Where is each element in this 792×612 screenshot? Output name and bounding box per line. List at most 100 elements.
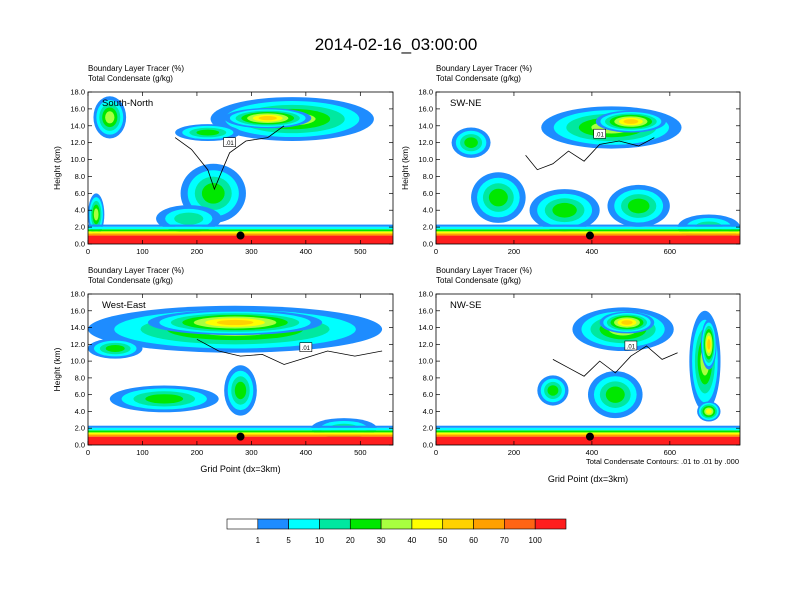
blob-6-band-4 <box>93 208 99 221</box>
panel-label-tracer: Boundary Layer Tracer (%) <box>88 64 184 73</box>
contour-label: .01 <box>225 141 234 147</box>
boundary-layer-band-0 <box>436 235 740 244</box>
boundary-layer-band-3 <box>436 229 740 232</box>
blob-3-band-3 <box>488 188 508 207</box>
x-tick-label: 600 <box>664 448 677 457</box>
boundary-layer-band-4 <box>88 427 393 431</box>
panel-label-tracer: Boundary Layer Tracer (%) <box>436 64 532 73</box>
panel-2: .01 0.0 2.0 4.0 6.0 8.0 10.0 12.0 14.0 16.0 18.0 0 1… <box>52 266 394 474</box>
y-tick-label: 18.0 <box>418 290 433 299</box>
panel-name: SW-NE <box>450 98 482 109</box>
y-tick-label: 16.0 <box>70 306 85 315</box>
x-tick-label: 300 <box>245 448 258 457</box>
panel-name: West-East <box>102 300 146 311</box>
panel-label-condensate: Total Condensate (g/kg) <box>88 276 173 285</box>
tracer-field: .01 <box>88 305 393 445</box>
panel-label-condensate: Total Condensate (g/kg) <box>436 74 521 83</box>
colorbar: 1 5 10 20 30 40 50 60 70 100 <box>226 518 567 545</box>
y-axis-label: Height (km) <box>400 146 410 190</box>
x-tick-label: 300 <box>245 247 258 256</box>
colorbar-label: 40 <box>407 536 416 545</box>
panel-name: South-North <box>102 98 153 109</box>
blob-1-band-6 <box>623 119 639 124</box>
y-tick-label: 6.0 <box>423 390 433 399</box>
colorbar-swatch-10 <box>534 518 567 530</box>
y-tick-label: 8.0 <box>423 373 433 382</box>
y-tick-label: 18.0 <box>418 88 433 97</box>
x-tick-label: 100 <box>136 247 149 256</box>
panels: .01 0.0 2.0 4.0 6.0 8.0 10.0 12.0 14.0 16.0 18.0 0 1… <box>52 64 741 484</box>
blob-6-band-5 <box>705 409 712 414</box>
blob-4-band-3 <box>201 183 225 204</box>
boundary-layer-band-0 <box>436 436 740 445</box>
location-marker <box>585 432 594 441</box>
location-marker <box>585 231 594 240</box>
colorbar-label: 30 <box>377 536 386 545</box>
boundary-layer-band-4 <box>88 226 393 230</box>
y-tick-label: 10.0 <box>418 155 433 164</box>
y-tick-label: 16.0 <box>418 104 433 113</box>
tracer-field: .01 <box>88 96 393 244</box>
colorbar-swatch-8 <box>473 518 505 530</box>
blob-2-band-3 <box>105 345 125 353</box>
blob-1-band-6 <box>216 319 254 326</box>
y-tick-label: 14.0 <box>70 121 85 130</box>
y-tick-label: 4.0 <box>423 407 433 416</box>
condensate-contour <box>525 137 655 171</box>
boundary-layer-band-3 <box>88 430 393 433</box>
blob-1-band-6 <box>621 320 633 325</box>
boundary-layer-band-5 <box>436 425 740 428</box>
x-tick-label: 400 <box>586 247 599 256</box>
blob-4-band-3 <box>552 202 577 218</box>
x-tick-label: 200 <box>191 448 204 457</box>
y-tick-label: 8.0 <box>423 172 433 181</box>
y-tick-label: 0.0 <box>75 240 85 249</box>
panel-name: NW-SE <box>450 300 482 311</box>
y-tick-label: 14.0 <box>70 323 85 332</box>
y-tick-label: 16.0 <box>418 306 433 315</box>
y-tick-label: 18.0 <box>70 88 85 97</box>
colorbar-swatch-1 <box>257 518 289 530</box>
blob-5-band-3 <box>547 385 559 396</box>
tracer-field: .01 <box>436 307 740 445</box>
figure-title: 2014-02-16_03:00:00 <box>315 35 478 54</box>
y-tick-label: 12.0 <box>418 340 433 349</box>
y-tick-label: 2.0 <box>75 424 85 433</box>
y-tick-label: 6.0 <box>75 390 85 399</box>
panel-0: .01 0.0 2.0 4.0 6.0 8.0 10.0 12.0 14.0 16.0 18.0 0 1… <box>52 64 394 256</box>
x-tick-label: 0 <box>86 247 90 256</box>
condensate-contour <box>196 338 383 365</box>
blob-3-band-4 <box>105 111 115 124</box>
colorbar-swatch-3 <box>319 518 351 530</box>
colorbar-swatch-5 <box>380 518 413 530</box>
x-tick-label: 400 <box>300 247 313 256</box>
colorbar-swatch-9 <box>504 518 536 530</box>
plot-frame <box>435 293 741 446</box>
y-tick-label: 14.0 <box>418 323 433 332</box>
contour-label: .01 <box>302 346 311 352</box>
x-tick-label: 400 <box>300 448 313 457</box>
contour-label: .01 <box>627 345 636 351</box>
x-tick-label: 100 <box>136 448 149 457</box>
y-tick-label: 8.0 <box>75 373 85 382</box>
y-tick-label: 10.0 <box>70 357 85 366</box>
x-tick-label: 600 <box>664 247 677 256</box>
colorbar-label: 1 <box>256 536 261 545</box>
panel-label-tracer: Boundary Layer Tracer (%) <box>88 266 184 275</box>
condensate-contour <box>552 345 678 377</box>
colorbar-swatch-7 <box>442 518 474 530</box>
y-tick-label: 0.0 <box>75 441 85 450</box>
panel-1: .01 0.0 2.0 4.0 6.0 8.0 10.0 12.0 14.0 16.0 18.0 0 2… <box>400 64 741 256</box>
colorbar-swatch-6 <box>411 518 444 530</box>
y-tick-label: 12.0 <box>418 138 433 147</box>
contour-label-box <box>593 128 606 139</box>
blob-2-band-3 <box>464 137 478 148</box>
contour-footnote: Total Condensate Contours: .01 to .01 by… <box>586 457 739 466</box>
x-tick-label: 0 <box>86 448 90 457</box>
boundary-layer-band-3 <box>436 430 740 433</box>
contour-label: .01 <box>596 133 605 139</box>
colorbar-label: 70 <box>500 536 509 545</box>
blob-2-band-3 <box>196 129 220 136</box>
panel-label-condensate: Total Condensate (g/kg) <box>436 276 521 285</box>
y-tick-label: 14.0 <box>418 121 433 130</box>
